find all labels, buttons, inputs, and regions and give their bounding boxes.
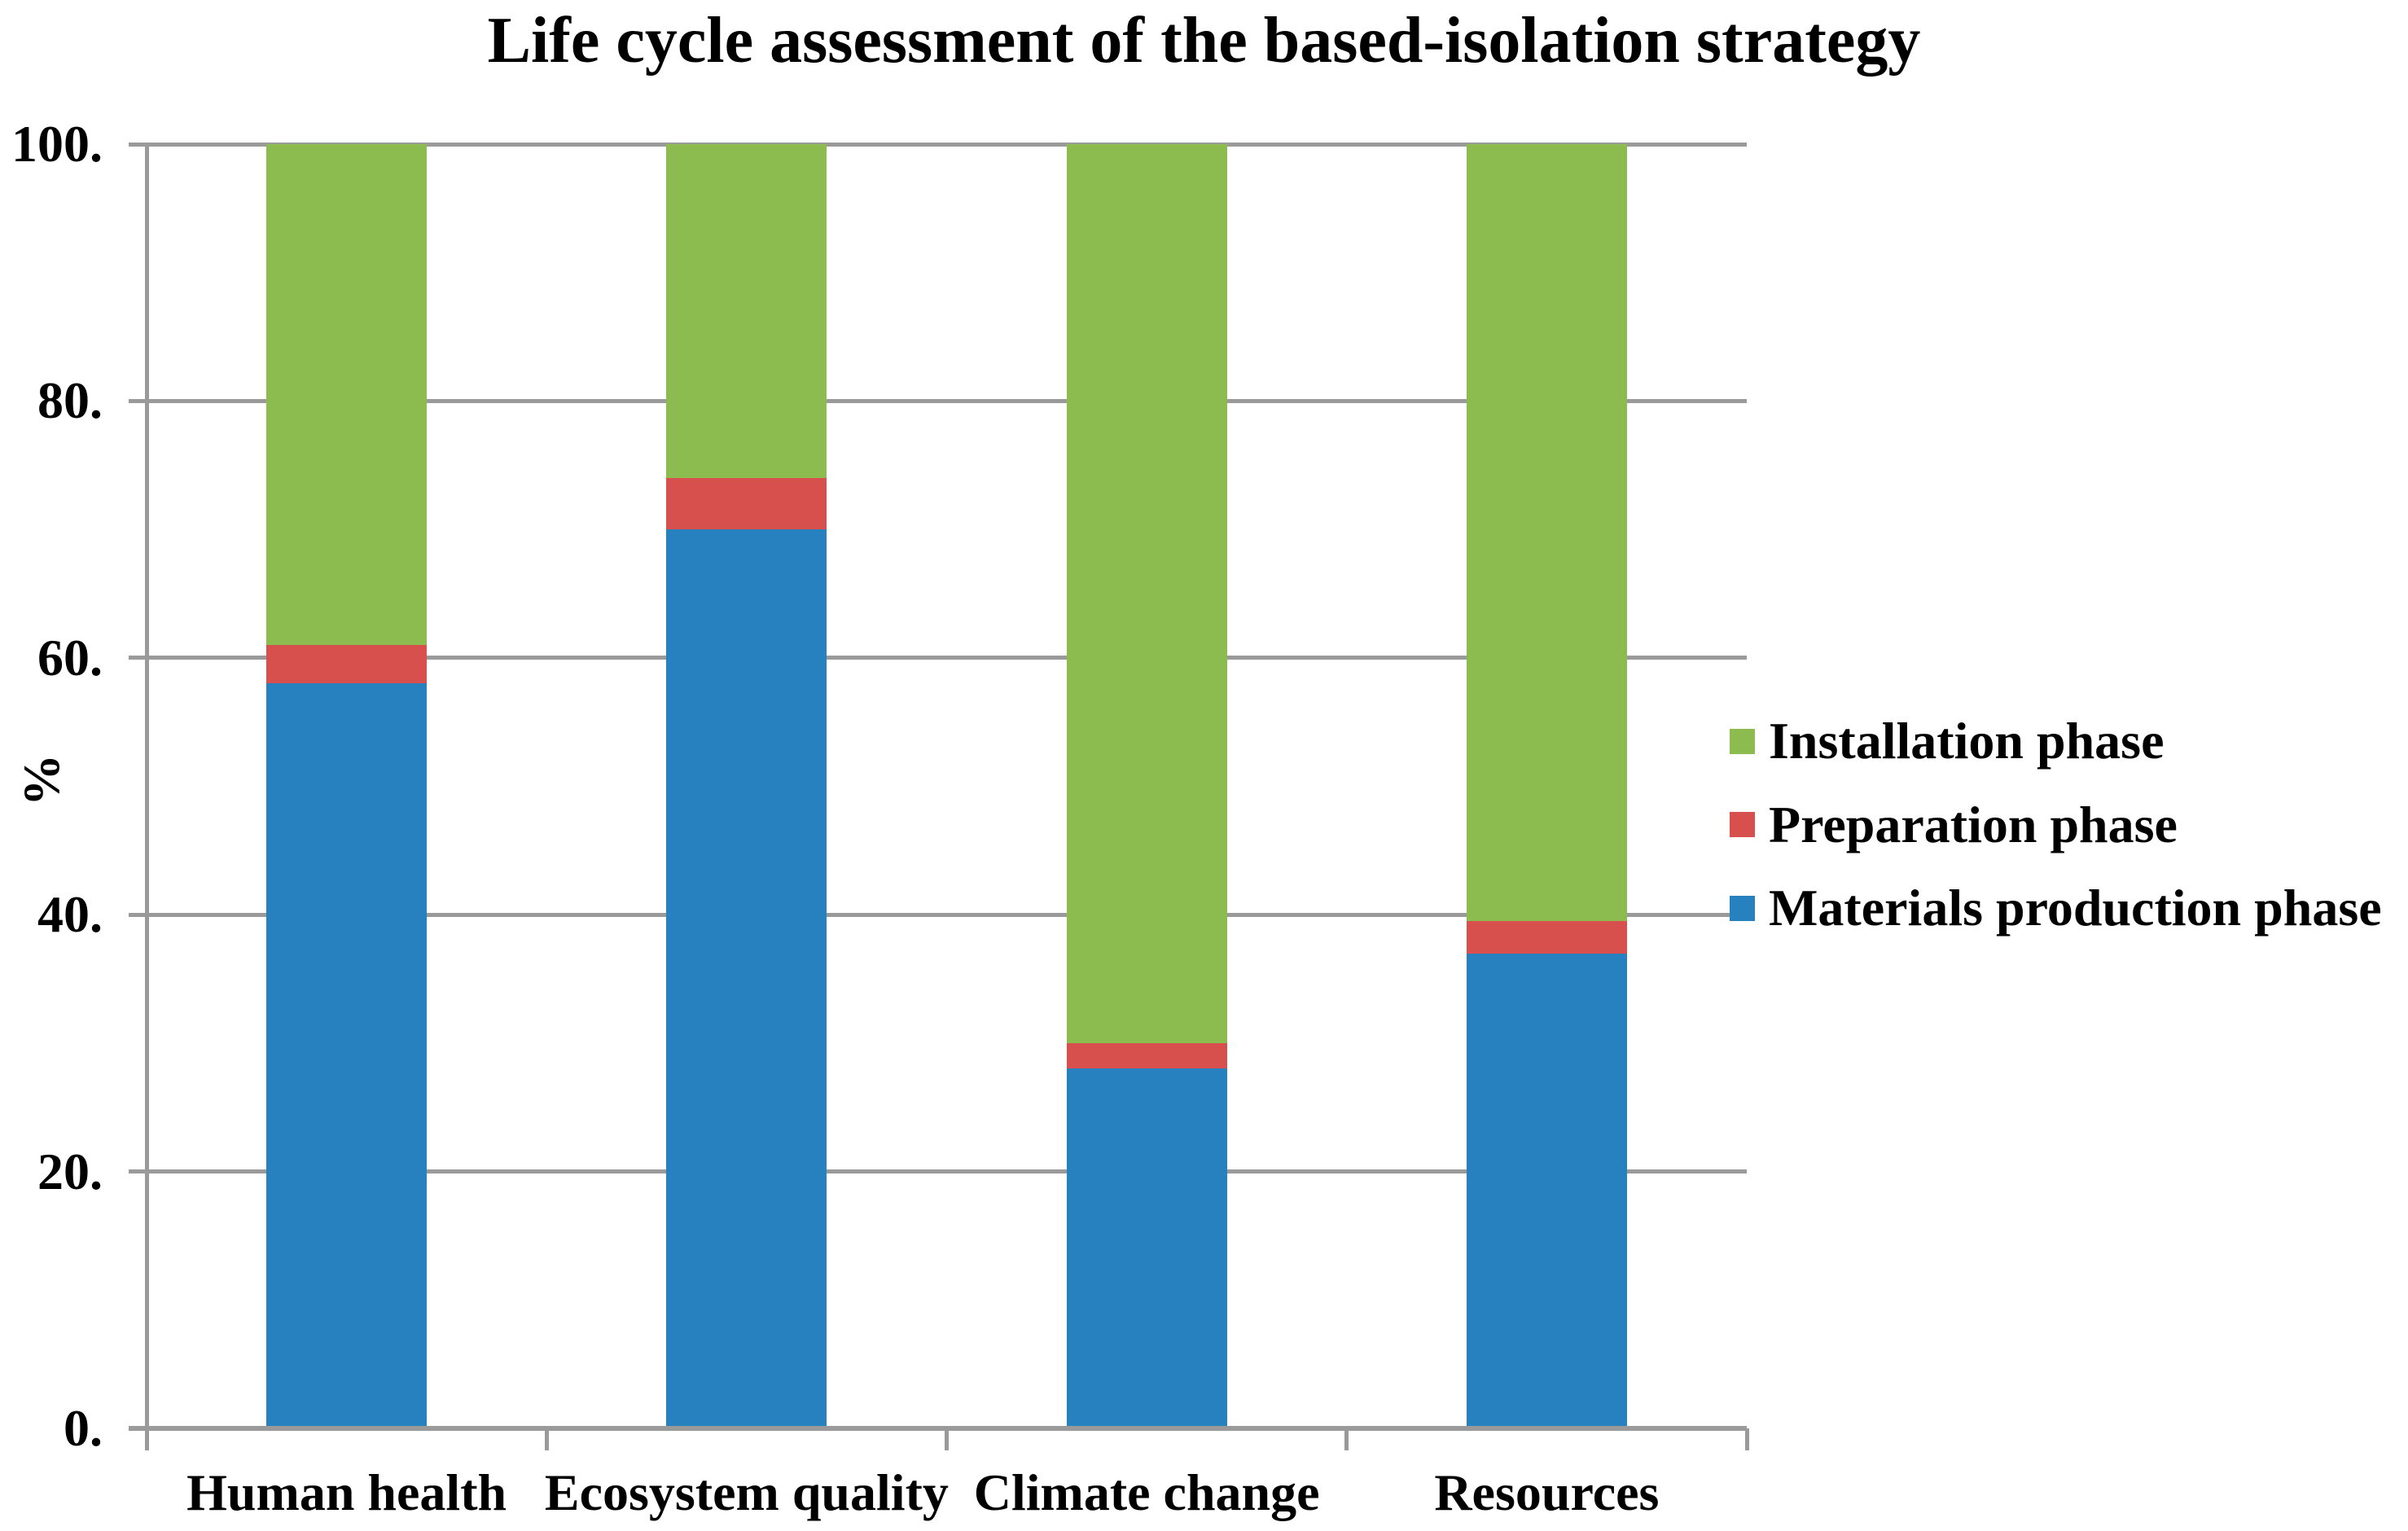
legend-item-installation-phase: Installation phase	[1730, 712, 2164, 770]
bar-segment-ecosystem-quality-installation-phase	[666, 144, 827, 479]
x-tick	[1344, 1428, 1349, 1450]
legend-label: Preparation phase	[1769, 795, 2178, 853]
bar-segment-human-health-preparation-phase	[266, 645, 428, 684]
legend-marker-preparation-phase	[1730, 812, 1755, 837]
y-tick-label: 80.	[37, 371, 103, 430]
legend-item-materials-production-phase: Materials production phase	[1730, 879, 2382, 937]
y-tick-20	[129, 1169, 147, 1174]
x-tick	[1744, 1428, 1749, 1450]
y-axis-title: %	[12, 754, 70, 806]
gridline-80	[147, 398, 1747, 403]
bar-segment-climate-change-installation-phase	[1066, 144, 1227, 1043]
y-tick-60	[129, 656, 147, 660]
y-tick-label: 20.	[37, 1142, 103, 1200]
gridline-60	[147, 656, 1747, 660]
bar-segment-ecosystem-quality-materials-production-phase	[666, 529, 827, 1428]
y-tick-label: 0.	[64, 1399, 103, 1457]
x-axis-label: Climate change	[973, 1463, 1320, 1521]
bar-segment-human-health-installation-phase	[266, 144, 428, 646]
bar-segment-resources-preparation-phase	[1466, 921, 1627, 954]
y-tick-80	[129, 398, 147, 403]
chart-title: Life cycle assessment of the based-isola…	[487, 4, 1921, 77]
y-tick-100	[129, 142, 147, 147]
x-axis-label: Human health	[186, 1463, 507, 1521]
y-axis-line	[144, 142, 149, 1445]
x-axis-line	[129, 1426, 1747, 1431]
y-tick-label: 40.	[37, 885, 103, 944]
bar-segment-resources-materials-production-phase	[1466, 953, 1627, 1428]
bar-segment-human-health-materials-production-phase	[266, 683, 428, 1428]
y-tick-label: 100.	[11, 115, 103, 173]
x-axis-label: Ecosystem quality	[544, 1463, 949, 1521]
gridline-20	[147, 1169, 1747, 1174]
bar-segment-ecosystem-quality-preparation-phase	[666, 478, 827, 530]
x-tick	[544, 1428, 549, 1450]
bar-segment-climate-change-materials-production-phase	[1066, 1068, 1227, 1428]
x-axis-label: Resources	[1434, 1463, 1660, 1521]
x-tick	[945, 1428, 949, 1450]
gridline-40	[147, 912, 1747, 917]
legend-item-preparation-phase: Preparation phase	[1730, 796, 2178, 854]
bar-segment-resources-installation-phase	[1466, 144, 1627, 922]
legend-label: Installation phase	[1769, 712, 2165, 770]
legend-label: Materials production phase	[1769, 879, 2382, 937]
legend-marker-materials-production-phase	[1730, 895, 1755, 921]
y-tick-label: 60.	[37, 628, 103, 687]
x-tick	[144, 1428, 149, 1450]
legend-marker-installation-phase	[1730, 728, 1755, 754]
bar-segment-climate-change-preparation-phase	[1066, 1042, 1227, 1069]
gridline-100	[147, 142, 1747, 147]
y-tick-40	[129, 912, 147, 917]
